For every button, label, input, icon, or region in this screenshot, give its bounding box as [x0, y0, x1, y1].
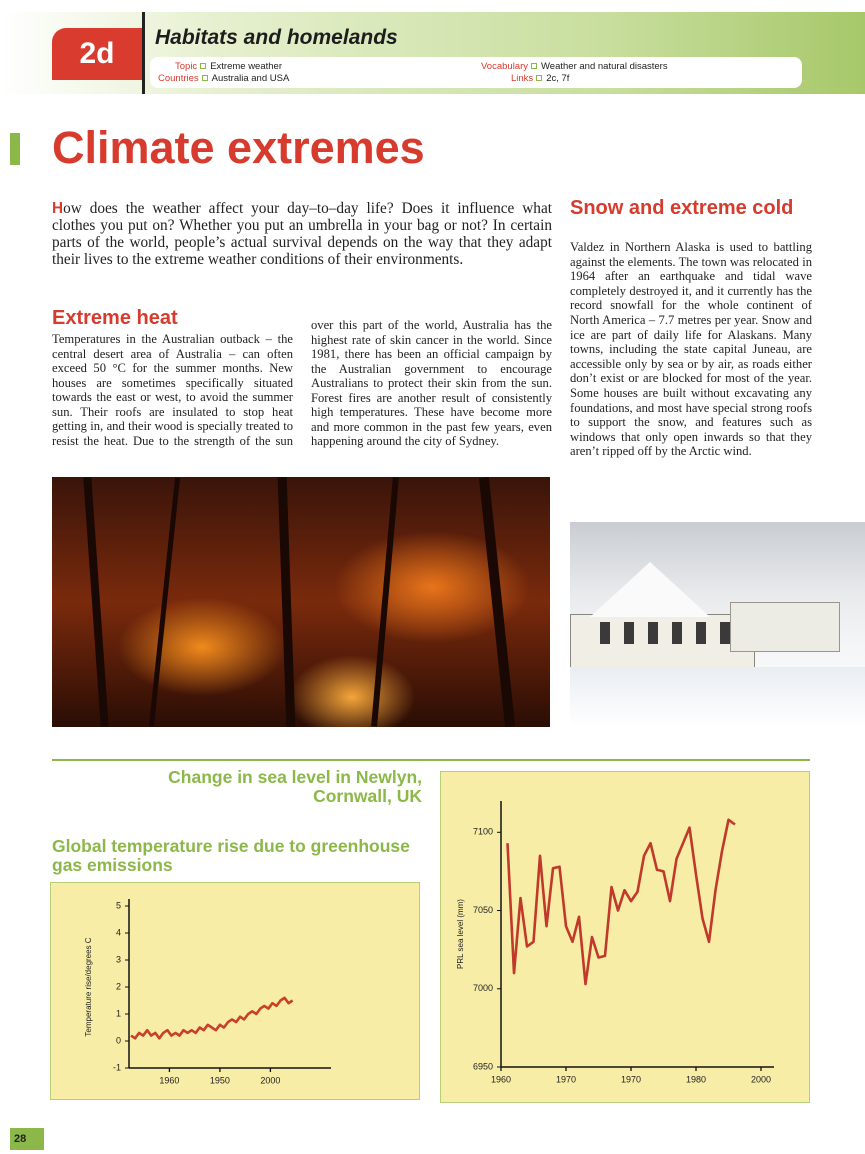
vocabulary-row: Vocabulary Weather and natural disasters — [481, 61, 668, 72]
marker — [10, 133, 20, 165]
label: Topic — [175, 61, 197, 72]
chart-box: -1 0 1 2 3 4 5 1960 1950 2000 Temperature rise/deg… — [50, 882, 420, 1100]
divider — [142, 12, 145, 94]
chart-title: Change in sea level in Newlyn, Cornwall,… — [160, 768, 422, 806]
fire-photo — [52, 477, 550, 727]
x-tick-label: 1980 — [686, 1074, 706, 1084]
house-photo — [570, 522, 865, 727]
section-text: Valdez in Northern Alaska is used to bat… — [570, 240, 812, 459]
y-tick-label: 0 — [116, 1035, 121, 1045]
data-line — [131, 998, 293, 1039]
section-heading: Snow and extreme cold — [570, 198, 820, 218]
x-tick-label: 2000 — [260, 1075, 280, 1085]
page: 2d Habitats and homelands Topic Extreme w… — [0, 0, 865, 1154]
y-tick-label: 7100 — [473, 827, 493, 837]
header-title: Habitats and homelands — [155, 26, 398, 50]
y-axis-label: PRL sea level (mm) — [456, 899, 465, 969]
chart-title: Global temperature rise due to greenhous… — [52, 837, 422, 875]
x-tick-label: 1970 — [621, 1074, 641, 1084]
topic-row: Topic Extreme weather — [175, 61, 282, 72]
x-tick-label: 1970 — [556, 1074, 576, 1084]
y-tick-label: 7050 — [473, 905, 493, 915]
y-tick-label: 5 — [116, 900, 121, 910]
text: Temperatures in the Australian outback –… — [52, 318, 552, 448]
value: Weather and natural disasters — [541, 61, 668, 72]
y-tick-label: 3 — [116, 954, 121, 964]
rule — [52, 759, 810, 761]
chart: -1 0 1 2 3 4 5 1960 1950 2000 Temperature rise/deg… — [51, 883, 418, 1098]
x-tick-label: 1950 — [210, 1075, 230, 1085]
page-number: 28 — [10, 1128, 44, 1150]
label: Vocabulary — [481, 61, 528, 72]
chart-box: 6950 7000 7050 7100 1960 1970 1970 1980 2000 PRL … — [440, 771, 810, 1103]
unit-badge: 2d — [52, 28, 142, 80]
links-row: Links 2c, 7f — [511, 73, 569, 84]
value: 2c, 7f — [546, 73, 569, 84]
y-axis-label: Temperature rise/degrees C — [84, 937, 93, 1036]
page-title: Climate extremes — [52, 122, 425, 174]
y-tick-label: -1 — [113, 1062, 121, 1072]
data-line — [508, 820, 736, 984]
y-tick-label: 7000 — [473, 983, 493, 993]
y-tick-label: 4 — [116, 927, 121, 937]
y-tick-label: 6950 — [473, 1061, 493, 1071]
x-tick-label: 1960 — [491, 1074, 511, 1084]
y-tick-label: 1 — [116, 1008, 121, 1018]
label: Links — [511, 73, 533, 84]
chart: 6950 7000 7050 7100 1960 1970 1970 1980 2000 PRL … — [441, 772, 808, 1101]
countries-row: Countries Australia and USA — [158, 73, 289, 84]
intro: How does the weather affect your day–to–… — [52, 200, 552, 268]
section-text: Temperatures in the Australian outback –… — [52, 318, 552, 449]
label: Countries — [158, 73, 199, 84]
y-tick-label: 2 — [116, 981, 121, 991]
x-tick-label: 1960 — [159, 1075, 179, 1085]
value: Extreme weather — [210, 61, 282, 72]
x-tick-label: 2000 — [751, 1074, 771, 1084]
value: Australia and USA — [212, 73, 290, 84]
